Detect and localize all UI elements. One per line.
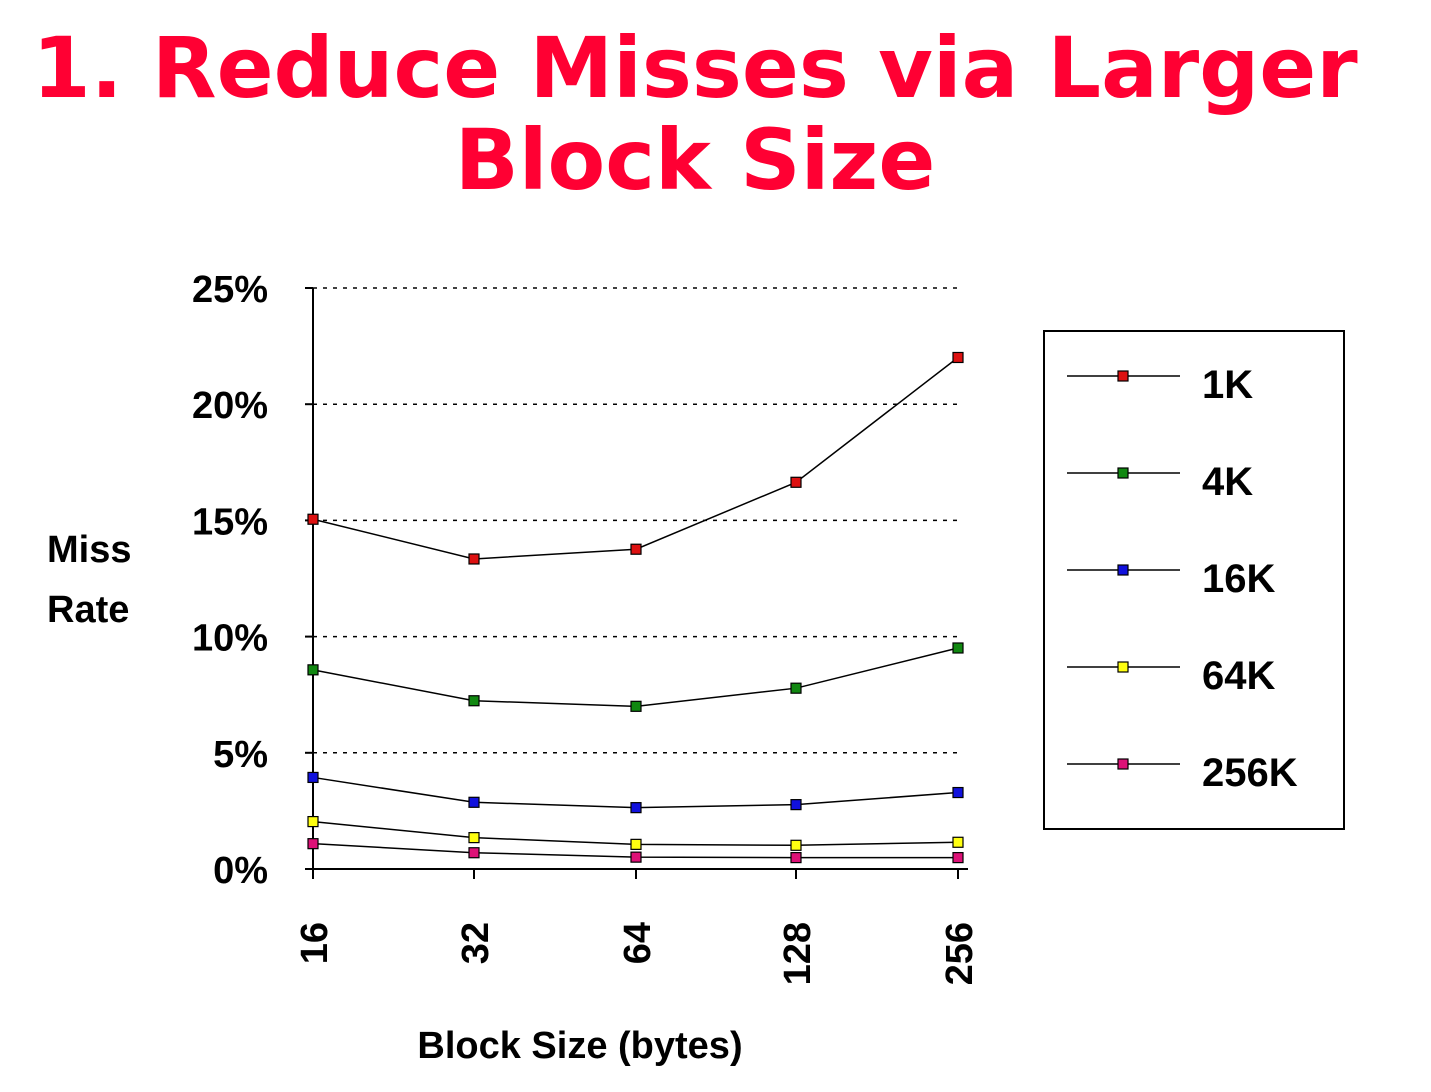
legend-label-64K: 64K (1202, 654, 1275, 698)
series-line-4K (312, 647, 959, 708)
y-axis-title-line1: Miss (47, 529, 131, 571)
legend-marker-256K (1117, 758, 1129, 770)
marker-16K-256 (952, 786, 964, 799)
x-axis-title: Block Size (bytes) (417, 1025, 742, 1067)
legend-marker-16K (1117, 564, 1129, 576)
series-lines (312, 356, 959, 859)
marker-4K-256 (952, 642, 964, 654)
series-markers (307, 351, 964, 864)
marker-4K-64 (630, 700, 642, 712)
marker-64K-32 (468, 832, 480, 844)
marker-256K-16 (307, 838, 319, 850)
series-line-1K (312, 356, 959, 560)
y-tick-label: 10% (192, 618, 268, 660)
marker-256K-32 (468, 847, 480, 859)
x-tick-labels: 16 32 64 128 256 (294, 922, 981, 985)
marker-16K-16 (307, 771, 319, 784)
x-tick-label: 128 (777, 922, 819, 985)
marker-16K-64 (630, 802, 642, 814)
y-tick-labels: 0% 5% 10% 15% 20% 25% (192, 269, 268, 892)
marker-64K-256 (952, 836, 964, 848)
marker-256K-256 (952, 852, 964, 864)
legend-label-256K: 256K (1202, 751, 1298, 795)
marker-64K-16 (307, 815, 319, 828)
legend: 1K 4K 16K 64K 256K (1043, 330, 1345, 830)
legend-label-1K: 1K (1202, 363, 1253, 407)
legend-label-4K: 4K (1202, 460, 1253, 504)
x-tick-label: 32 (455, 922, 497, 964)
axes (305, 287, 968, 879)
legend-marker-1K (1117, 370, 1129, 382)
marker-4K-128 (790, 682, 802, 694)
marker-16K-128 (790, 799, 802, 811)
marker-16K-32 (468, 796, 480, 808)
marker-256K-128 (790, 852, 802, 864)
y-tick-label: 20% (192, 385, 268, 427)
legend-box (1043, 330, 1345, 830)
y-axis-title-line2: Rate (47, 589, 129, 631)
x-tick-label: 16 (294, 922, 336, 964)
y-tick-label: 5% (213, 734, 268, 776)
marker-1K-256 (952, 351, 964, 364)
slide-title: 1. Reduce Misses via Larger Block Size (0, 22, 1390, 206)
marker-64K-128 (790, 839, 802, 851)
y-tick-label: 15% (192, 501, 268, 543)
marker-4K-32 (468, 695, 480, 707)
legend-marker-64K (1117, 661, 1129, 673)
marker-1K-128 (790, 476, 802, 488)
marker-1K-16 (307, 513, 319, 525)
y-tick-label: 25% (192, 269, 268, 311)
x-tick-label: 256 (939, 922, 981, 985)
marker-1K-32 (468, 553, 480, 565)
marker-64K-64 (630, 838, 642, 850)
slide-title-line2: Block Size (454, 111, 936, 209)
marker-256K-64 (630, 851, 642, 863)
gridlines (313, 287, 958, 754)
x-tick-label: 64 (617, 922, 659, 964)
legend-label-16K: 16K (1202, 557, 1275, 601)
y-tick-label: 0% (213, 850, 268, 892)
marker-4K-16 (307, 664, 319, 676)
marker-1K-64 (630, 543, 642, 555)
slide-title-line1: 1. Reduce Misses via Larger (32, 19, 1358, 117)
legend-marker-4K (1117, 467, 1129, 479)
